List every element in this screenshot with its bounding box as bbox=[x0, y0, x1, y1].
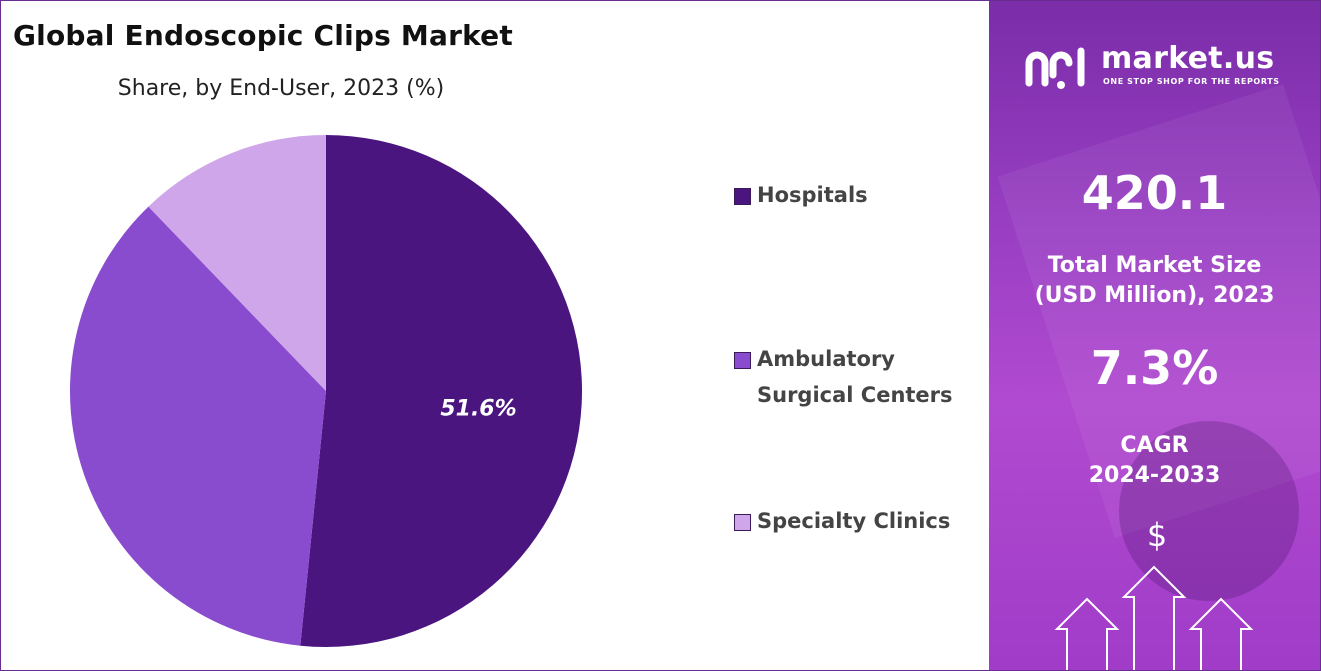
cagr-value: 7.3% bbox=[1090, 341, 1219, 395]
pie-slice-specialty-clinics bbox=[148, 135, 326, 391]
brand-tagline: ONE STOP SHOP FOR THE REPORTS bbox=[1103, 77, 1280, 86]
legend-swatch-ambulatory-surgical-centers bbox=[734, 352, 751, 369]
growth-arrows-icon bbox=[1054, 565, 1254, 670]
market-size-value: 420.1 bbox=[1081, 166, 1228, 220]
legend-swatch-specialty-clinics bbox=[734, 514, 751, 531]
summary-sidebar: market.us ONE STOP SHOP FOR THE REPORTS … bbox=[989, 1, 1320, 670]
brand-name: market.us bbox=[1101, 41, 1275, 76]
legend-label-ambulatory-surgical-centers: Ambulatory Surgical Centers bbox=[757, 341, 953, 413]
market-size-label-line2: (USD Million), 2023 bbox=[1034, 283, 1275, 308]
legend-swatch-hospitals bbox=[734, 188, 751, 205]
pie-slice-hospitals bbox=[300, 135, 583, 647]
chart-panel: Global Endoscopic Clips Market Share, by… bbox=[1, 1, 989, 670]
legend-label-hospitals: Hospitals bbox=[757, 177, 868, 213]
market-us-logo-icon bbox=[1025, 47, 1085, 89]
cagr-period: 2024-2033 bbox=[1088, 463, 1221, 488]
legend-label-specialty-clinics: Specialty Clinics bbox=[757, 503, 950, 539]
legend-label-line: Specialty Clinics bbox=[757, 509, 951, 533]
chart-subtitle: Share, by End-User, 2023 (%) bbox=[117, 76, 445, 101]
brand-logo: market.us ONE STOP SHOP FOR THE REPORTS bbox=[1025, 41, 1295, 93]
legend-label-line: Ambulatory bbox=[757, 347, 895, 371]
pie-data-label-hospitals: 51.6% bbox=[440, 396, 516, 421]
pie-chart: 51.6% bbox=[70, 135, 583, 647]
pie-slice-ambulatory-surgical-centers bbox=[70, 206, 326, 646]
legend-label-line: Hospitals bbox=[757, 183, 868, 207]
cagr-label: CAGR bbox=[1120, 433, 1189, 458]
legend-label-line: Surgical Centers bbox=[757, 383, 953, 407]
dollar-icon: $ bbox=[1146, 516, 1168, 554]
market-size-label-line1: Total Market Size bbox=[1047, 253, 1262, 278]
chart-title: Global Endoscopic Clips Market bbox=[13, 19, 513, 52]
